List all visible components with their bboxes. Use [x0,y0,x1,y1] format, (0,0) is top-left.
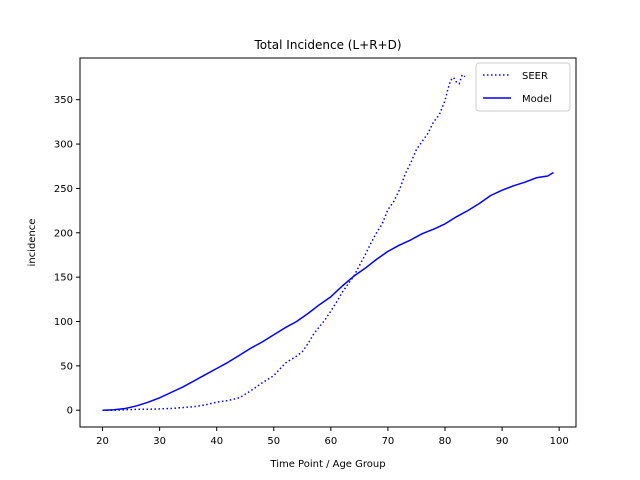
y-tick-label: 250 [54,184,73,195]
y-tick-label: 200 [54,228,73,239]
x-tick-label: 80 [439,436,452,447]
legend: SEER Model [475,62,571,112]
x-tick-label: 40 [210,436,223,447]
plot-lines [102,74,554,411]
x-tick-label: 50 [267,436,280,447]
x-axis-label: Time Point / Age Group [269,459,385,470]
chart-title: Total Incidence (L+R+D) [253,38,401,52]
x-tick-label: 70 [382,436,395,447]
y-axis-label: incidence [27,219,38,267]
y-tick-label: 100 [54,317,73,328]
y-tick-label: 150 [54,273,73,284]
series-line-model [102,171,554,411]
x-tick-label: 60 [324,436,337,447]
x-tick-label: 90 [496,436,509,447]
y-tick-label: 50 [60,361,73,372]
x-tick-label: 20 [96,436,109,447]
y-tick-label: 300 [54,140,73,151]
legend-label-seer: SEER [522,71,548,82]
x-tick-label: 100 [550,436,569,447]
y-tick-label: 0 [67,406,73,417]
plot-frame [79,57,577,428]
x-tick-label: 30 [153,436,166,447]
series-line-seer [102,74,466,411]
legend-label-model: Model [522,94,552,105]
axis-ticks: 20 30 40 50 60 70 80 90 100 0 50 100 150 200 250 300 350 [54,95,569,447]
y-tick-label: 350 [54,95,73,106]
